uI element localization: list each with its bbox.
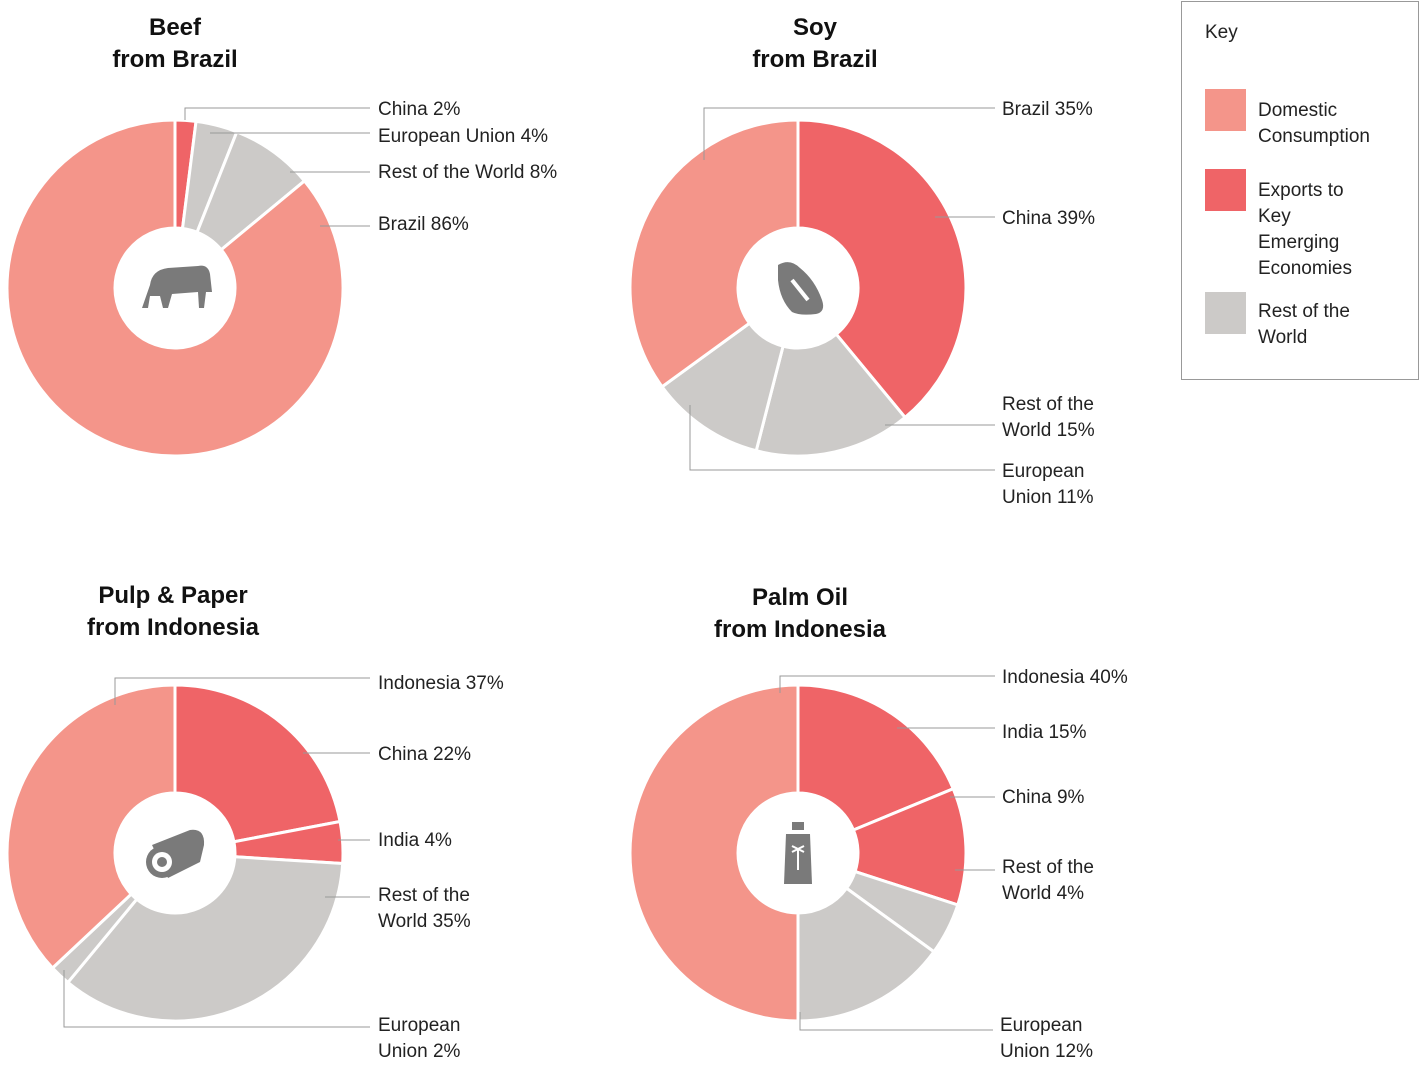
value-label-span: 4% [1056, 883, 1085, 904]
value-label-span: 9% [1056, 787, 1085, 808]
data-label: India 15% [1002, 720, 1302, 746]
value-label-span: 15% [1048, 722, 1087, 743]
title-line-span: Pulp & Paper [98, 582, 248, 609]
log-icon [146, 829, 205, 878]
data-label: European Union 11% [1002, 459, 1117, 511]
data-label: Brazil 86% [378, 212, 678, 238]
bottle-icon [784, 822, 812, 884]
category-span: European Union [1002, 461, 1085, 508]
sack-icon [778, 262, 824, 315]
leader-line [63, 970, 370, 1028]
title-line-span: from Brazil [752, 46, 878, 73]
category-span: Brazil [378, 214, 426, 235]
category-span: European Union [378, 1015, 461, 1062]
data-label: China 9% [1002, 785, 1302, 811]
value-label-span: 35% [432, 911, 471, 932]
title-line-span: from Indonesia [713, 616, 887, 643]
value-label-span: 11% [1056, 487, 1094, 508]
leader-line [689, 405, 995, 471]
value-label-span: 8% [529, 162, 558, 183]
data-label: European Union 2% [378, 1013, 478, 1065]
value-label-span: 40% [1089, 667, 1128, 688]
key-title: Key [1205, 22, 1238, 43]
value-label-span: 15% [1056, 420, 1095, 441]
data-label: Rest of the World 8% [378, 160, 678, 186]
leader-line [703, 107, 995, 160]
category-span: Indonesia [1002, 667, 1085, 688]
value-label-span: 39% [1056, 208, 1095, 229]
data-label: Rest of the World 35% [378, 883, 493, 935]
key-swatch [1205, 169, 1246, 211]
value-label-span: 35% [1054, 99, 1093, 120]
icons [142, 262, 824, 884]
leader-line [184, 107, 370, 120]
data-label: India 4% [378, 828, 678, 854]
data-label: China 22% [378, 742, 678, 768]
category-span: China [1002, 208, 1052, 229]
data-label: Rest of the World 4% [1002, 855, 1117, 907]
data-label: Brazil 35% [1002, 97, 1302, 123]
category-span: European Union [378, 126, 516, 147]
leader-line [779, 675, 995, 693]
value-label-span: 4% [424, 830, 452, 851]
key-label: Domestic Consumption [1258, 100, 1370, 147]
category-span: Rest of the World [378, 885, 470, 932]
value-label-span: 4% [520, 126, 549, 147]
category-span: India [1002, 722, 1044, 743]
data-label: Indonesia 37% [378, 671, 678, 697]
value-label-span: 37% [465, 673, 504, 694]
title-line-span: Palm Oil [751, 584, 849, 611]
data-label: Indonesia 40% [1002, 665, 1302, 691]
category-span: India [378, 830, 420, 851]
category-span: China [378, 744, 428, 765]
chart-title: Beef from Brazil [25, 12, 325, 76]
data-label: China 2% [378, 97, 678, 123]
chart-title: Pulp & Paper from Indonesia [23, 580, 323, 644]
chart-title: Soy from Brazil [665, 12, 965, 76]
category-span: Rest of the World [1002, 857, 1094, 904]
category-span: European Union [1000, 1015, 1083, 1062]
title-line-span: from Brazil [112, 46, 238, 73]
title-line-span: from Indonesia [86, 614, 260, 641]
cow-icon [142, 265, 212, 308]
key-label: Exports to Key Emerging Economies [1258, 180, 1352, 279]
title-line-span: Beef [148, 14, 202, 41]
category-span: Rest of the World [1002, 394, 1094, 441]
value-label-span: 2% [432, 99, 461, 120]
category-span: China [378, 99, 428, 120]
category-span: Indonesia [378, 673, 461, 694]
leader-line [799, 1012, 993, 1031]
value-label-span: 2% [432, 1041, 461, 1062]
leader-line [114, 677, 370, 705]
category-span: China [1002, 787, 1052, 808]
data-label: Rest of the World 15% [1002, 392, 1117, 444]
title-line-span: Soy [792, 14, 837, 41]
key-swatch [1205, 89, 1246, 131]
value-label-span: 86% [430, 214, 469, 235]
data-label: China 39% [1002, 206, 1302, 232]
chart-title: Palm Oil from Indonesia [650, 582, 950, 646]
value-label-span: 22% [432, 744, 471, 765]
category-span: Rest of the World [378, 162, 525, 183]
data-label: European Union 4% [378, 124, 678, 150]
key-label: Rest of the World [1258, 301, 1350, 348]
value-label-span: 12% [1054, 1041, 1093, 1062]
key-swatch [1205, 292, 1246, 334]
key: Key Domestic Consumption Exports to Key E… [1181, 1, 1419, 380]
category-span: Brazil [1002, 99, 1050, 120]
slice [796, 683, 956, 832]
data-label: European Union 12% [1000, 1013, 1115, 1065]
